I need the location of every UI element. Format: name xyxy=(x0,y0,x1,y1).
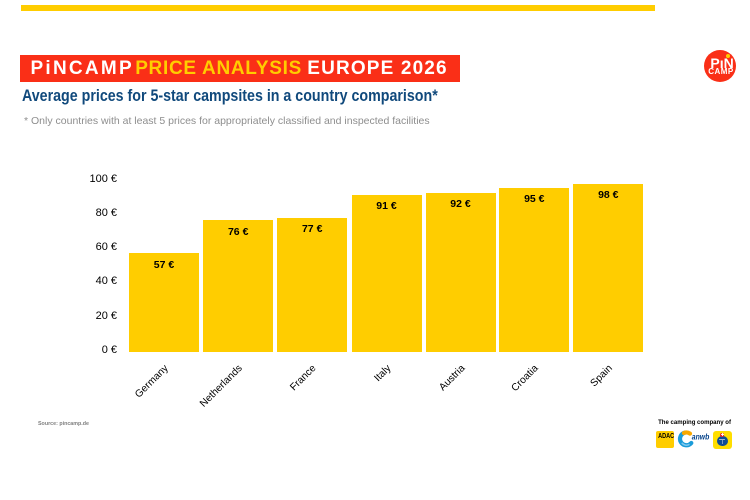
svg-text:anwb: anwb xyxy=(692,432,710,442)
